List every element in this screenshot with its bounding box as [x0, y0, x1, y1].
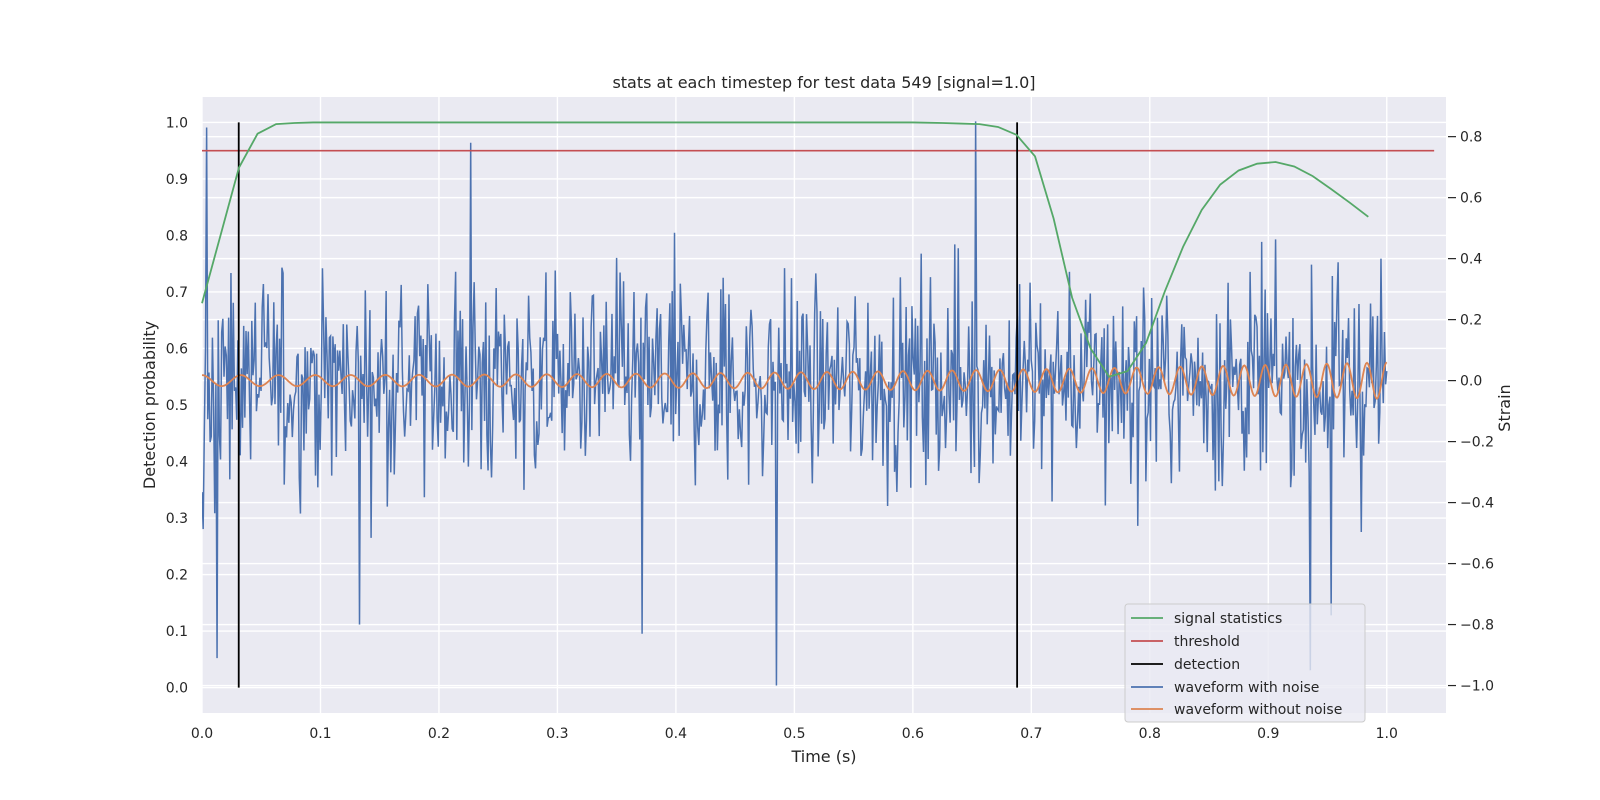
series-waveform-with-noise [202, 121, 1388, 686]
chart-title: stats at each timestep for test data 549… [612, 73, 1035, 92]
right-y-tick-label: −0.6 [1460, 557, 1494, 573]
right-y-tick-label: −0.2 [1460, 435, 1494, 451]
legend-label-threshold: threshold [1174, 634, 1240, 650]
x-tick-label: 0.8 [1139, 726, 1161, 742]
left-y-tick-label: 0.6 [166, 341, 188, 357]
x-tick-labels: 0.0 0.1 0.2 0.3 0.4 0.5 0.6 0.7 0.8 0.9 1.0 [191, 726, 1398, 742]
right-y-tick-label: −0.4 [1460, 496, 1494, 512]
left-y-tick-labels: 0.0 0.1 0.2 0.3 0.4 0.5 0.6 0.7 0.8 0.9 1.0 [166, 115, 188, 696]
legend-label-waveform-without-noise: waveform without noise [1174, 702, 1342, 718]
series-signal-statistics [201, 121, 1369, 378]
x-tick-label: 0.3 [546, 726, 568, 742]
left-y-tick-label: 0.9 [166, 172, 188, 188]
series-layer [201, 121, 1435, 688]
x-tick-label: 0.7 [1020, 726, 1042, 742]
right-y-axis-label: Strain [1495, 384, 1514, 431]
right-y-tick-label: −1.0 [1460, 679, 1494, 695]
left-y-tick-label: 0.7 [166, 285, 188, 301]
right-y-tick-label: 0.6 [1460, 191, 1482, 207]
x-tick-label: 0.1 [309, 726, 331, 742]
x-tick-label: 1.0 [1376, 726, 1398, 742]
x-tick-label: 0.6 [902, 726, 924, 742]
x-tick-label: 0.5 [783, 726, 805, 742]
right-y-tick-label: 0.8 [1460, 130, 1482, 146]
left-y-axis-label: Detection probability [140, 321, 159, 489]
legend-label-waveform-with-noise: waveform with noise [1174, 680, 1319, 696]
right-y-tick-labels: −1.0 −0.8 −0.6 −0.4 −0.2 0.0 0.2 0.4 0.6 0.8 [1460, 130, 1494, 695]
left-y-tick-label: 0.4 [166, 455, 188, 471]
right-y-tick-label: 0.4 [1460, 252, 1482, 268]
x-axis-label: Time (s) [790, 747, 856, 766]
legend-label-signal-statistics: signal statistics [1174, 611, 1282, 627]
x-tick-label: 0.2 [428, 726, 450, 742]
legend: signal statistics threshold detection wa… [1124, 603, 1366, 723]
left-y-tick-label: 0.1 [166, 624, 188, 640]
x-tick-label: 0.9 [1257, 726, 1279, 742]
left-y-tick-label: 0.8 [166, 228, 188, 244]
left-y-tick-label: 0.0 [166, 681, 188, 697]
x-tick-label: 0.0 [191, 726, 213, 742]
right-y-tick-label: −0.8 [1460, 618, 1494, 634]
series-waveform-without-noise [201, 361, 1388, 400]
legend-label-detection: detection [1174, 657, 1240, 673]
right-y-tick-label: 0.0 [1460, 374, 1482, 390]
left-y-tick-label: 0.3 [166, 511, 188, 527]
left-y-tick-label: 0.2 [166, 568, 188, 584]
right-y-tick-label: 0.2 [1460, 313, 1482, 329]
legend-box [1124, 603, 1366, 723]
x-tick-label: 0.4 [665, 726, 687, 742]
left-y-tick-label: 1.0 [166, 115, 188, 131]
left-y-tick-label: 0.5 [166, 398, 188, 414]
